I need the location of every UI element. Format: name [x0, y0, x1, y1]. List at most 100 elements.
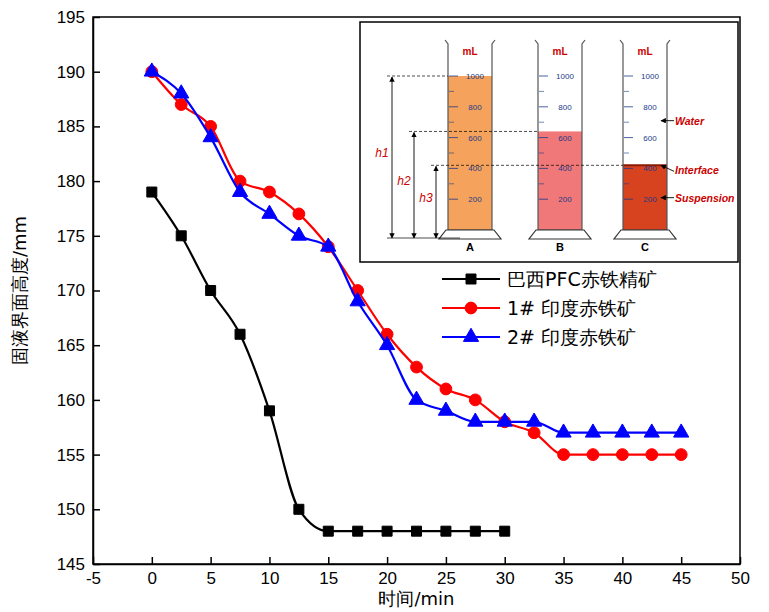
x-tick: 5 — [206, 557, 215, 588]
x-tick: 50 — [731, 557, 750, 588]
dimension-guide — [409, 131, 538, 132]
graduation-label: 600 — [468, 134, 482, 143]
dimension-arrow — [392, 77, 393, 238]
x-tick-label: 50 — [731, 569, 750, 588]
graduation — [624, 137, 633, 138]
y-tick-mark — [93, 400, 100, 402]
x-tick-mark — [622, 557, 624, 564]
height-label: h3 — [419, 191, 433, 205]
x-tick-mark — [152, 557, 154, 564]
data-point — [262, 205, 277, 218]
x-tick: 15 — [319, 557, 338, 588]
series — [147, 187, 510, 536]
x-tick-mark — [563, 557, 565, 564]
plot-frame — [93, 17, 740, 564]
x-tick-mark — [504, 557, 506, 564]
data-point — [587, 449, 599, 461]
y-tick: 170 — [57, 281, 100, 300]
x-tick: 35 — [555, 557, 574, 588]
y-tick-label: 145 — [57, 555, 85, 574]
x-tick-mark — [387, 557, 389, 564]
y-tick: 160 — [57, 391, 100, 410]
cylinder: mL2004006008001000A — [439, 40, 501, 253]
data-point — [585, 424, 600, 437]
graduation-label: 800 — [468, 103, 482, 112]
legend-label: 2# 印度赤铁矿 — [507, 326, 636, 348]
height-dimension: h1 — [375, 76, 448, 238]
y-tick-mark — [93, 71, 100, 73]
x-tick-label: 45 — [672, 569, 691, 588]
x-tick-label: 5 — [206, 569, 215, 588]
data-point — [470, 526, 480, 536]
data-point — [411, 361, 423, 373]
data-point — [675, 449, 687, 461]
data-point — [558, 449, 570, 461]
y-tick-label: 165 — [57, 336, 85, 355]
data-point — [291, 227, 306, 240]
data-point — [293, 208, 305, 220]
graduation — [539, 76, 548, 77]
data-point — [500, 526, 510, 536]
data-point — [353, 526, 363, 536]
y-tick-mark — [93, 564, 100, 566]
y-tick: 180 — [57, 172, 100, 191]
x-tick-label: 0 — [148, 569, 157, 588]
height-dimension: h2 — [397, 131, 538, 238]
annotation-arrow — [661, 165, 674, 171]
cylinder-outline — [535, 40, 585, 230]
data-point — [176, 231, 186, 241]
data-point — [527, 413, 542, 426]
graduation-minor — [624, 153, 629, 154]
graduation-minor — [624, 91, 629, 92]
cylinder-fill — [538, 131, 582, 230]
y-tick-label: 190 — [57, 63, 85, 82]
cylinder-label: B — [556, 241, 564, 253]
graduation-label: 600 — [643, 134, 657, 143]
y-tick: 185 — [57, 117, 100, 136]
graduation — [449, 168, 458, 169]
graduation — [539, 168, 548, 169]
x-tick-label: 15 — [319, 569, 338, 588]
y-tick-label: 180 — [57, 172, 85, 191]
y-tick-label: 175 — [57, 227, 85, 246]
data-point — [412, 526, 422, 536]
y-tick-label: 170 — [57, 281, 85, 300]
graduation — [449, 199, 458, 200]
height-label: h2 — [397, 174, 411, 188]
x-tick-mark — [269, 557, 271, 564]
y-tick: 155 — [57, 446, 100, 465]
graduation-minor — [449, 91, 454, 92]
annotation: Interface — [675, 164, 719, 176]
graduation-minor — [449, 183, 454, 184]
annotation-arrow — [661, 197, 674, 198]
y-tick: 150 — [57, 500, 100, 519]
data-point — [264, 186, 276, 198]
legend-label: 巴西PFC赤铁精矿 — [507, 268, 657, 290]
graduation-label: 800 — [643, 103, 657, 112]
data-point — [646, 449, 658, 461]
data-point — [409, 391, 424, 404]
legend-marker — [466, 274, 476, 284]
cylinder-fill — [448, 76, 492, 230]
y-tick-label: 150 — [57, 500, 85, 519]
data-point — [203, 129, 218, 142]
chart: -505101520253035404550145150155160165170… — [0, 0, 769, 612]
graduation-label: 1000 — [556, 72, 574, 81]
cylinder-base — [614, 230, 676, 239]
y-tick-mark — [93, 290, 100, 292]
graduation-label: 200 — [643, 195, 657, 204]
data-point — [616, 449, 628, 461]
data-point — [264, 406, 274, 416]
graduation-minor — [539, 153, 544, 154]
x-tick-mark — [210, 557, 212, 564]
data-point — [528, 427, 540, 439]
x-tick: 30 — [496, 557, 515, 588]
x-axis-line — [94, 564, 741, 566]
cylinder-outline — [445, 40, 495, 230]
legend-marker — [463, 328, 478, 341]
graduation — [449, 137, 458, 138]
data-point — [174, 85, 189, 98]
legend-entry: 2# 印度赤铁矿 — [442, 326, 636, 348]
y-tick: 190 — [57, 63, 100, 82]
graduation-minor — [449, 153, 454, 154]
